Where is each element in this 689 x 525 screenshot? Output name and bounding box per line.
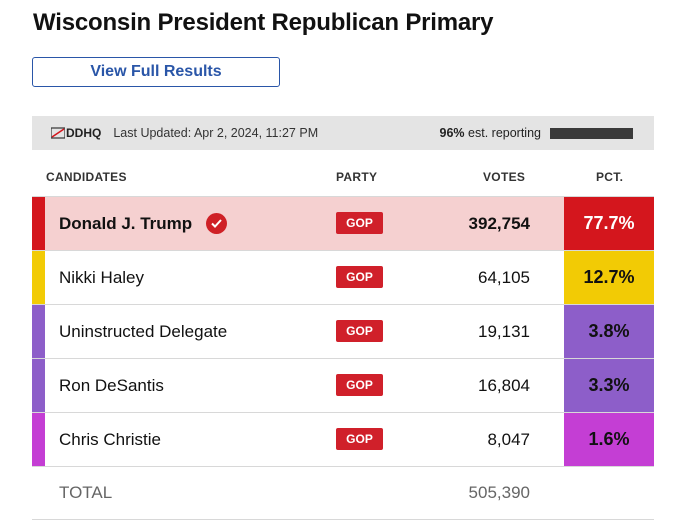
reporting-pct: 96%	[439, 126, 465, 140]
candidate-name-text: Chris Christie	[59, 429, 162, 449]
total-votes: 505,390	[468, 483, 530, 502]
candidate-pct: 12.7%	[564, 251, 654, 304]
header-party: PARTY	[336, 170, 378, 184]
candidate-votes: 19,131	[478, 321, 530, 341]
party-badge: GOP	[336, 428, 383, 450]
candidate-name-text: Uninstructed Delegate	[59, 321, 228, 341]
candidate-row: Nikki Haley GOP 64,105 12.7%	[32, 250, 654, 304]
candidate-color-swatch	[32, 197, 45, 250]
header-votes: VOTES	[483, 170, 526, 184]
winner-check-icon	[206, 213, 228, 234]
candidate-name: Ron DeSantis	[59, 359, 164, 412]
party-badge: GOP	[336, 320, 383, 342]
candidate-row: Donald J. Trump GOP 392,754 77.7%	[32, 196, 654, 250]
candidate-pct: 77.7%	[564, 197, 654, 250]
view-full-results-button[interactable]: View Full Results	[32, 57, 280, 87]
candidate-votes: 392,754	[468, 213, 530, 233]
reporting-status: 96% est. reporting	[440, 126, 541, 140]
ddhq-logo-text: DDHQ	[66, 126, 102, 140]
candidate-row: Uninstructed Delegate GOP 19,131 3.8%	[32, 304, 654, 358]
candidate-color-swatch	[32, 413, 45, 466]
candidate-row: Ron DeSantis GOP 16,804 3.3%	[32, 358, 654, 412]
header-pct: PCT.	[596, 170, 624, 184]
candidate-votes: 64,105	[478, 267, 530, 287]
candidate-name: Chris Christie	[59, 413, 161, 466]
candidate-color-swatch	[32, 305, 45, 358]
candidate-name-text: Ron DeSantis	[59, 375, 164, 395]
candidate-name-text: Nikki Haley	[59, 267, 145, 287]
candidate-pct: 1.6%	[564, 413, 654, 466]
candidate-name: Nikki Haley	[59, 251, 144, 304]
candidate-pct: 3.8%	[564, 305, 654, 358]
party-badge: GOP	[336, 266, 383, 288]
total-label: TOTAL	[59, 483, 113, 502]
reporting-label: est. reporting	[464, 126, 541, 140]
candidate-pct: 3.3%	[564, 359, 654, 412]
total-row: TOTAL 505,390	[32, 466, 654, 520]
candidate-name: Donald J. Trump	[59, 197, 228, 250]
party-badge: GOP	[336, 374, 383, 396]
header-candidates: CANDIDATES	[46, 170, 127, 184]
ddhq-logo: DDHQ	[51, 126, 101, 140]
page-title: Wisconsin President Republican Primary	[33, 9, 494, 36]
info-bar: DDHQ Last Updated: Apr 2, 2024, 11:27 PM…	[32, 116, 654, 150]
candidate-color-swatch	[32, 359, 45, 412]
reporting-progress-bar	[550, 127, 636, 139]
candidate-name: Uninstructed Delegate	[59, 305, 227, 358]
candidate-row: Chris Christie GOP 8,047 1.6%	[32, 412, 654, 466]
candidate-votes: 8,047	[487, 429, 530, 449]
reporting-progress-fill	[550, 127, 633, 139]
ddhq-flag-icon	[51, 127, 65, 139]
candidate-votes: 16,804	[478, 375, 530, 395]
candidate-name-text: Donald J. Trump	[59, 213, 193, 233]
party-badge: GOP	[336, 212, 383, 234]
candidate-color-swatch	[32, 251, 45, 304]
last-updated: Last Updated: Apr 2, 2024, 11:27 PM	[113, 126, 319, 140]
